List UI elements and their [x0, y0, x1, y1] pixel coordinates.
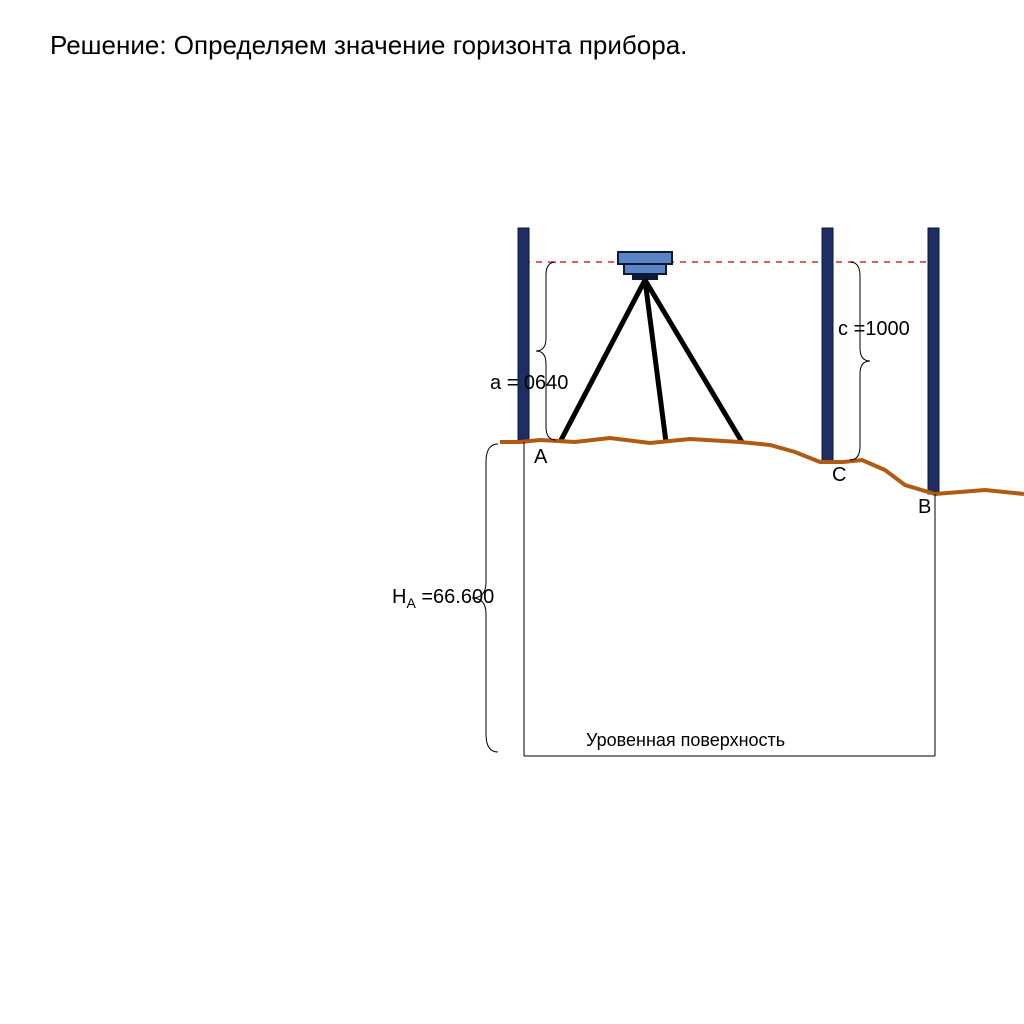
label-c-prefix: c	[838, 318, 854, 340]
label-a-eq: =	[507, 372, 519, 394]
label-h: НА =66.600	[392, 586, 494, 611]
label-a: a = 0640	[490, 372, 568, 395]
label-h-sub: А	[406, 595, 415, 611]
rod-b	[928, 228, 939, 494]
brace-c	[850, 262, 870, 460]
point-label-a: А	[534, 446, 547, 469]
label-c: c =1000	[838, 318, 910, 341]
point-label-b: В	[918, 496, 931, 519]
label-a-val: 0640	[518, 372, 568, 394]
level-instrument-icon	[560, 252, 742, 442]
diagram-canvas: Решение: Определяем значение горизонта п…	[0, 0, 1024, 1024]
point-label-c: С	[832, 464, 846, 487]
label-c-val: 1000	[865, 318, 910, 340]
rod-c	[822, 228, 833, 462]
label-a-prefix: a	[490, 372, 507, 394]
label-c-eq: =	[854, 318, 866, 340]
datum-label: Уровенная поверхность	[586, 730, 785, 751]
label-h-prefix: Н	[392, 586, 406, 608]
diagram-svg	[0, 0, 1024, 1024]
ground-line	[500, 438, 1024, 494]
rod-a	[518, 228, 529, 442]
brace-a	[536, 262, 556, 440]
label-h-suffix: =66.600	[416, 586, 494, 608]
